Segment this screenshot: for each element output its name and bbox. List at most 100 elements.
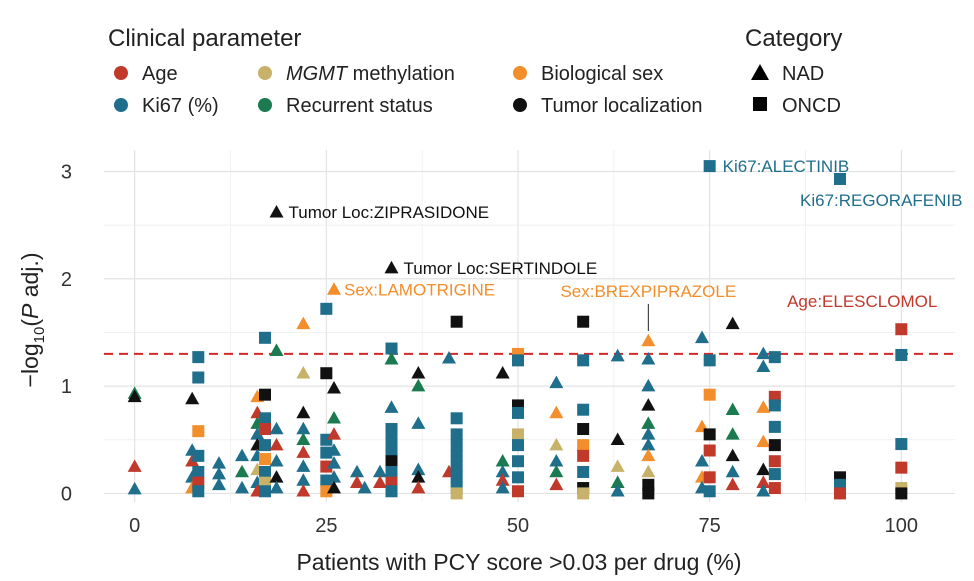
data-point-sex-oncd — [192, 425, 205, 438]
data-point-ki67-nad — [641, 437, 656, 451]
highlight-point-ki67 — [834, 172, 846, 185]
data-point-rec-nad — [549, 464, 564, 478]
data-point-age-nad — [725, 477, 740, 491]
data-point-ki67-oncd — [512, 455, 524, 468]
data-point-mgmt-nad — [610, 459, 625, 472]
data-point-rec-nad — [725, 427, 740, 440]
data-point-ki67-nad — [250, 427, 265, 440]
data-point-ki67-nad — [296, 473, 311, 486]
data-point-ki67-oncd — [450, 460, 463, 473]
legend-triangle-icon — [751, 64, 769, 80]
data-point-ki67-oncd — [385, 342, 398, 355]
data-point-ki67-nad — [269, 421, 284, 435]
data-point-ki67-oncd — [259, 331, 271, 344]
data-point-ki67-oncd — [192, 449, 205, 462]
data-point-rec-nad — [384, 352, 399, 365]
data-point-rec-nad — [495, 453, 510, 467]
data-point-sex-nad — [756, 434, 771, 448]
data-point-age-nad — [185, 453, 200, 467]
data-point-ki67-oncd — [577, 403, 590, 416]
data-point-loc-nad — [610, 432, 625, 446]
legend-swatch-mgmt — [258, 66, 272, 80]
highlight-point-loc — [384, 260, 399, 274]
data-point-ki67-oncd — [450, 471, 463, 484]
data-point-age-nad — [296, 484, 311, 497]
data-point-age-oncd — [703, 471, 716, 484]
data-point-ki67-nad — [641, 427, 656, 440]
data-point-loc-oncd — [577, 423, 590, 436]
data-point-ki67-oncd — [450, 428, 463, 441]
data-point-ki67-nad — [495, 480, 510, 494]
data-point-ki67-nad — [212, 466, 226, 480]
y-tick-label: 2 — [61, 269, 72, 291]
data-point-rec-nad — [641, 416, 656, 429]
data-point-age-oncd — [703, 444, 716, 457]
data-point-age-nad — [269, 437, 284, 451]
data-point-mgmt-oncd — [450, 487, 463, 500]
legend-swatch-ki67 — [114, 98, 128, 112]
data-point-ki67-nad — [442, 350, 456, 364]
legend-label-loc: Tumor localization — [541, 95, 703, 117]
legend-swatch-rec — [258, 98, 272, 112]
data-point-ki67-nad — [549, 375, 564, 389]
y-axis-title: −log10(P adj.) — [17, 253, 48, 388]
data-point-ki67-oncd — [385, 433, 398, 446]
data-point-age-nad — [350, 475, 364, 488]
data-point-ki67-nad — [269, 480, 284, 494]
x-axis-title: Patients with PCY score >0.03 per drug (… — [296, 549, 741, 575]
data-point-rec-nad — [235, 464, 249, 478]
annotation-label: Ki67:REGORAFENIB — [800, 191, 963, 210]
data-point-ki67-oncd — [259, 412, 271, 425]
data-point-rec-nad — [610, 475, 625, 488]
data-point-ki67-nad — [549, 453, 564, 467]
x-tick-label: 25 — [315, 515, 337, 537]
data-point-ki67-oncd — [512, 354, 524, 367]
data-point-loc-oncd — [642, 487, 655, 500]
data-point-ki67-nad — [725, 464, 740, 478]
data-point-sex-oncd — [703, 388, 716, 401]
data-point-ki67-nad — [296, 421, 311, 435]
data-point-ki67-nad — [296, 459, 311, 472]
data-point-ki67-oncd — [703, 354, 716, 367]
data-point-ki67-oncd — [768, 420, 781, 433]
legend-label-rec: Recurrent status — [286, 95, 433, 117]
data-point-sex-oncd — [320, 485, 333, 498]
points-layer — [127, 302, 908, 500]
data-point-sex-nad — [296, 316, 311, 330]
data-point-age-nad — [756, 475, 771, 488]
data-point-mgmt-nad — [641, 464, 656, 478]
data-point-loc-nad — [185, 391, 200, 405]
data-point-ki67-oncd — [259, 465, 271, 478]
data-point-ki67-oncd — [259, 439, 271, 452]
data-point-loc-oncd — [577, 315, 590, 328]
data-point-mgmt-nad — [549, 437, 564, 451]
legend-label-ki67: Ki67 (%) — [142, 95, 219, 117]
data-point-age-nad — [411, 480, 426, 494]
data-point-ki67-nad — [641, 352, 656, 365]
data-point-sex-nad — [756, 400, 771, 413]
data-point-loc-nad — [327, 480, 341, 494]
legend-category-title: Category — [745, 25, 842, 52]
highlight-point-age — [895, 323, 908, 336]
data-point-loc-nad — [296, 405, 311, 419]
data-point-rec-nad — [269, 343, 284, 356]
data-point-loc-nad — [269, 470, 284, 483]
data-point-age-nad — [549, 477, 564, 491]
data-point-age-oncd — [577, 449, 590, 462]
data-point-loc-oncd — [703, 428, 716, 441]
highlight-point-sex — [327, 282, 341, 295]
data-point-ki67-nad — [373, 464, 387, 478]
data-point-loc-oncd — [768, 439, 781, 452]
legend-label-sex: Biological sex — [541, 63, 663, 85]
legend-swatch-sex — [513, 66, 527, 80]
data-point-ki67-oncd — [512, 439, 524, 452]
data-point-mgmt-oncd — [577, 487, 590, 500]
data-point-loc-nad — [725, 316, 740, 330]
legend-square-icon — [753, 97, 767, 111]
data-point-ki67-nad — [350, 464, 364, 478]
y-tick-label: 1 — [61, 376, 72, 398]
data-point-loc-nad — [127, 389, 142, 403]
data-point-age-oncd — [834, 487, 846, 500]
data-point-rec-nad — [411, 378, 426, 392]
annotation-label: Tumor Loc:SERTINDOLE — [404, 259, 598, 278]
